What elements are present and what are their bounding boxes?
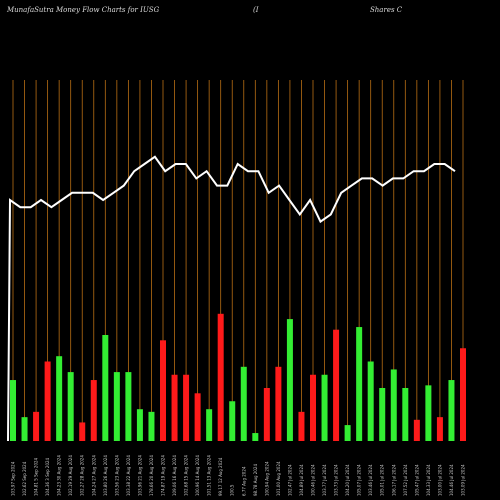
money-flow-bar <box>194 393 201 441</box>
money-flow-bar <box>448 380 455 441</box>
money-flow-bar <box>33 411 40 441</box>
x-tick-label: 104.33 Jul 2024 <box>426 464 431 496</box>
money-flow-bar <box>10 380 16 441</box>
money-flow-bar <box>460 348 466 441</box>
money-flow-bar <box>240 366 247 441</box>
money-flow-bar <box>206 409 213 441</box>
x-tick-label: 102.47 Jul 2024 <box>287 464 292 496</box>
money-flow-bar <box>102 335 109 441</box>
x-tick-label: 104.81 5 Sep 2024 <box>34 457 39 496</box>
ticker-fragment: (I <box>253 6 259 14</box>
money-flow-bar <box>310 374 316 441</box>
x-tick-label: 102.27 28 Aug 2024 <box>80 455 85 496</box>
x-tick-label: 98.78 Aug 2024 <box>253 464 258 496</box>
money-flow-bar <box>136 409 143 441</box>
money-flow-bar <box>344 425 351 441</box>
x-tick-label: 100.5 <box>230 484 235 496</box>
money-flow-bar <box>171 374 178 441</box>
money-flow-bar <box>113 372 120 441</box>
money-flow-bar <box>367 361 374 441</box>
money-flow-bar <box>425 385 432 441</box>
x-tick-label: 100.96 14 Aug 2024 <box>195 455 200 496</box>
x-tick-label: 102.62 Sep 2024 <box>22 461 27 496</box>
money-flow-bar <box>436 417 443 441</box>
price-line <box>7 155 456 442</box>
money-flow-bar <box>67 372 74 441</box>
x-tick-label: 107.52 Jul 2024 <box>403 464 408 496</box>
money-flow-bar <box>402 388 409 441</box>
money-flow-bar <box>44 361 51 441</box>
money-flow-bar <box>413 419 420 441</box>
money-flow-bar <box>79 422 86 441</box>
x-tick-label: 103.56 23 Aug 2024 <box>114 455 119 496</box>
x-tick-label: 103.46 Jul 2024 <box>368 464 373 496</box>
money-flow-bar <box>390 369 397 441</box>
x-tick-label: 109.06 16 Aug 2024 <box>172 455 177 496</box>
x-tick-label: 102.19 29 Aug 2024 <box>68 455 73 496</box>
x-tick-label: 100.46 Jul 2024 <box>311 464 316 496</box>
money-flow-bar <box>275 366 282 441</box>
x-tick-label: 6.77 Aug 2024 <box>241 466 246 496</box>
chart-title: MunafaSutra Money Flow Charts for IUSG <box>7 6 160 14</box>
x-tick-label: 99.17 12 Aug 2024 <box>218 457 223 496</box>
x-tick-label: 104.24 27 Aug 2024 <box>91 455 96 496</box>
x-tick-label: 104.20 Jul 2024 <box>345 464 350 496</box>
x-tick-label: 103.38 22 Aug 2024 <box>126 455 131 496</box>
x-tick-label: 104.36 3 Sep 2024 <box>45 457 50 496</box>
money-flow-bar <box>333 329 340 441</box>
money-flow-bar <box>229 401 236 441</box>
x-tick-label: 104.23 30 Aug 2024 <box>57 455 62 496</box>
money-flow-bar <box>183 374 190 441</box>
x-tick-label: 104.89 Jul 2024 <box>299 464 304 496</box>
money-flow-bar <box>379 388 386 441</box>
x-tick-label: 104.46 Jul 2024 <box>449 464 454 496</box>
x-tick-label: 106.17 Jul 2024 <box>391 464 396 496</box>
money-flow-bar <box>90 380 97 441</box>
money-flow-bar <box>356 327 363 441</box>
x-tick-label: 101.00 Aug 2024 <box>276 461 281 496</box>
x-tick-label: 178.66 20 Aug 2024 <box>149 455 154 496</box>
x-tick-label: 105.47 Jul 2024 <box>414 464 419 496</box>
x-tick-label: 102.68 15 Aug 2024 <box>184 455 189 496</box>
x-tick-label: 100.94 Aug 2024 <box>264 461 269 496</box>
x-tick-label: 103.00 Jul 2024 <box>437 464 442 496</box>
company-fragment: Shares C <box>370 6 403 14</box>
money-flow-bar <box>21 417 28 441</box>
x-tick-label: 105.01 Jul 2024 <box>380 464 385 496</box>
money-flow-bar <box>321 374 328 441</box>
money-flow-bar <box>217 313 224 441</box>
x-tick-label: 103.80 26 Aug 2024 <box>103 455 108 496</box>
money-flow-bar <box>160 340 166 441</box>
x-tick-label: 103.73 Jul 2024 <box>334 464 339 496</box>
money-flow-bar <box>252 433 259 441</box>
x-tick-label: 103.96 21 Aug 2024 <box>137 455 142 496</box>
money-flow-bar <box>148 411 155 441</box>
money-flow-bar <box>125 372 132 441</box>
x-tick-label: 103.97 Sep 2024 <box>11 461 16 496</box>
money-flow-bar <box>286 319 293 441</box>
x-tick-label: 103.09 Jul 2024 <box>461 464 466 496</box>
money-flow-bar <box>56 356 63 441</box>
x-tick-label: 101.51 13 Aug 2024 <box>207 455 212 496</box>
x-tick-label: 103.77 Jul 2024 <box>322 464 327 496</box>
money-flow-bar <box>298 411 305 441</box>
x-tick-label: 105.07 Jul 2024 <box>357 464 362 496</box>
money-flow-bar <box>263 388 270 441</box>
x-tick-label: 174.87 19 Aug 2024 <box>161 455 166 496</box>
